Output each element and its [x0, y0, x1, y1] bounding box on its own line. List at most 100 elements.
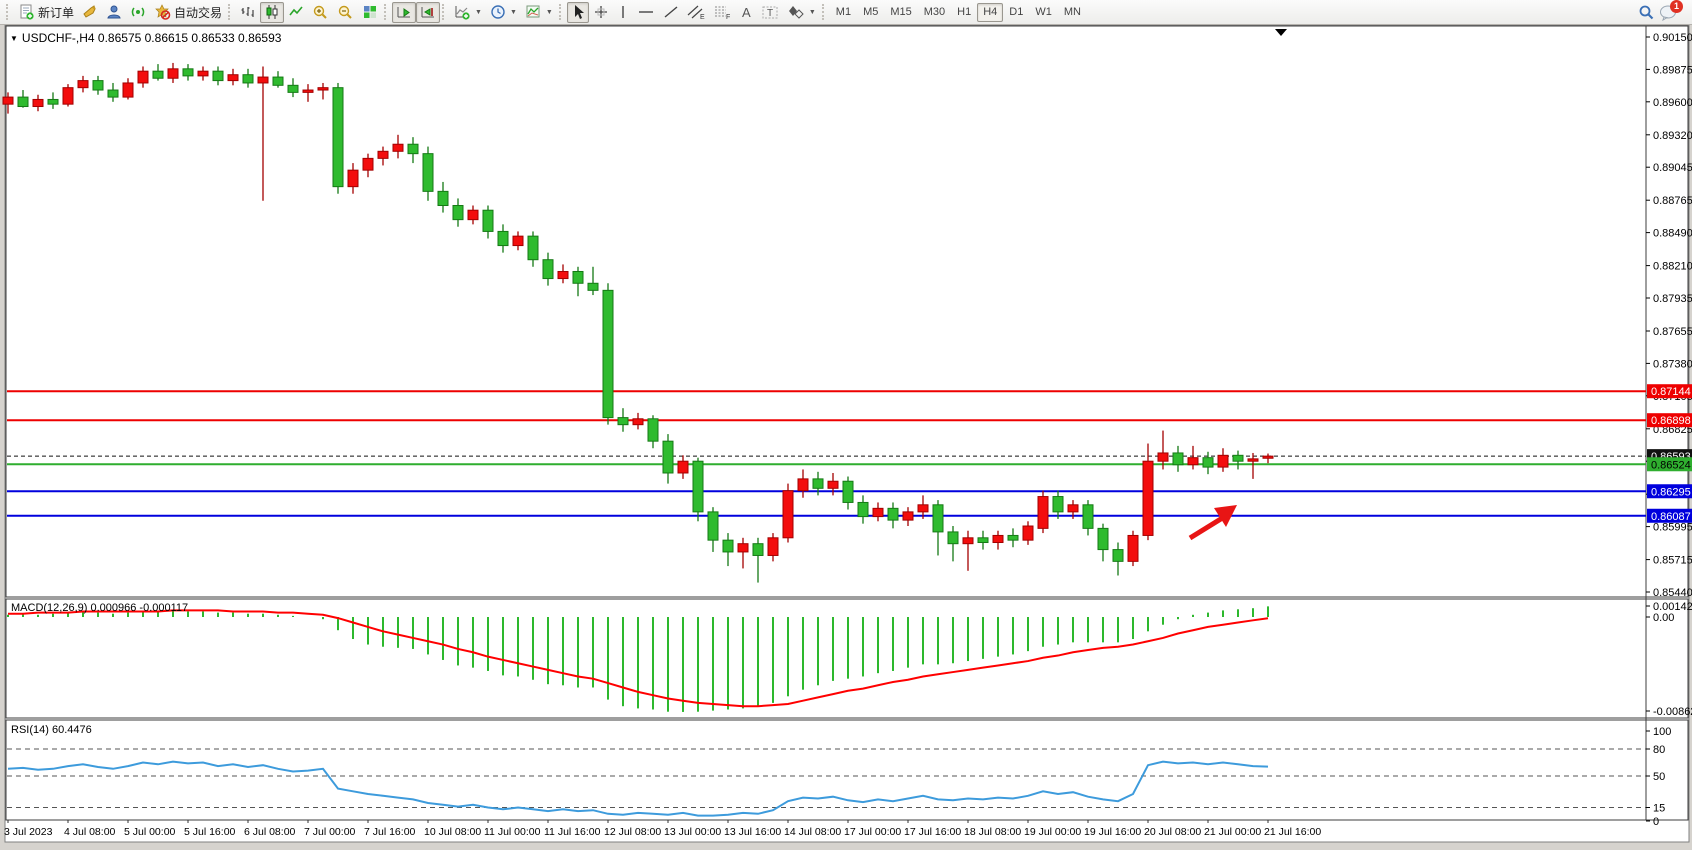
tf-m30-button[interactable]: M30: [923, 6, 946, 18]
line-chart-button[interactable]: [284, 2, 308, 23]
svg-text:7 Jul 00:00: 7 Jul 00:00: [304, 826, 356, 838]
text-label-button[interactable]: T: [757, 2, 783, 23]
notification-badge: 1: [1670, 0, 1683, 13]
macd-indicator-label: MACD(12,26,9) 0.000966 -0.000117: [11, 602, 189, 614]
svg-text:19 Jul 00:00: 19 Jul 00:00: [1024, 826, 1081, 838]
svg-text:0.88210: 0.88210: [1653, 261, 1692, 273]
signals-button[interactable]: [126, 2, 150, 23]
tf-m1-button[interactable]: M1: [835, 6, 852, 18]
svg-text:0.87380: 0.87380: [1653, 358, 1692, 370]
rsi-line: [7, 760, 1269, 817]
scroll-group: [392, 0, 441, 25]
data-window-button[interactable]: [102, 2, 126, 23]
market-watch-button[interactable]: [78, 2, 102, 23]
search-button[interactable]: [1634, 2, 1659, 23]
trendline-icon: [664, 6, 678, 18]
svg-text:-0.008626: -0.008626: [1653, 706, 1692, 718]
svg-text:0.87655: 0.87655: [1653, 326, 1692, 338]
horizontal-line-button[interactable]: [633, 2, 659, 23]
zoom-out-icon: [338, 5, 352, 19]
auto-trading-icon: [155, 4, 171, 20]
svg-text:0.001423: 0.001423: [1653, 601, 1692, 613]
cursor-arrow-icon: [574, 5, 584, 19]
svg-text:3 Jul 2023: 3 Jul 2023: [4, 826, 53, 838]
periods-button[interactable]: ▼: [486, 2, 521, 23]
chart-shift-icon: [421, 7, 435, 18]
trendline-button[interactable]: [659, 2, 683, 23]
equidistant-channel-button[interactable]: E: [683, 2, 709, 23]
svg-text:18 Jul 08:00: 18 Jul 08:00: [964, 826, 1021, 838]
candles: [2, 62, 1274, 583]
svg-text:0.88490: 0.88490: [1653, 228, 1692, 240]
toolbar-handle[interactable]: [442, 4, 446, 20]
svg-text:0.89875: 0.89875: [1653, 64, 1692, 76]
chart-shift-marker[interactable]: [1275, 29, 1287, 36]
chat-button[interactable]: 1: [1659, 0, 1683, 21]
svg-text:0.90150: 0.90150: [1653, 32, 1692, 44]
zoom-out-button[interactable]: [333, 2, 358, 23]
price-label-0.86295: 0.86295: [1647, 484, 1692, 499]
bar-chart-button[interactable]: [236, 2, 260, 23]
templates-button[interactable]: ▼: [521, 2, 557, 23]
toolbar-handle[interactable]: [384, 4, 388, 20]
svg-text:0.89045: 0.89045: [1653, 162, 1692, 174]
rsi-indicator-label: RSI(14) 60.4476: [11, 724, 92, 736]
toolbar-handle[interactable]: [228, 4, 232, 20]
toolbar-handle[interactable]: [6, 4, 10, 20]
auto-trading-button[interactable]: 自动交易: [150, 2, 226, 23]
svg-text:0.87144: 0.87144: [1651, 386, 1691, 398]
tf-mn-button[interactable]: MN: [1063, 6, 1081, 18]
candlestick-chart-button[interactable]: [260, 1, 285, 23]
template-icon: [526, 5, 540, 18]
svg-text:E: E: [700, 14, 705, 20]
channel-icon: E: [687, 5, 705, 20]
time-axis[interactable]: 3 Jul 2023 4 Jul 08:00 5 Jul 00:00 5 Jul 16…: [4, 820, 1321, 838]
price-label-0.87144: 0.87144: [1647, 384, 1692, 399]
indicators-button[interactable]: ▼: [450, 2, 486, 23]
arrows-button[interactable]: ▼: [783, 2, 820, 23]
vertical-line-button[interactable]: [613, 2, 633, 23]
svg-text:21 Jul 16:00: 21 Jul 16:00: [1264, 826, 1321, 838]
zoom-in-button[interactable]: [308, 2, 333, 23]
text-button[interactable]: A: [735, 2, 757, 23]
trend-arrow-annotation[interactable]: [1188, 505, 1237, 541]
svg-text:13 Jul 16:00: 13 Jul 16:00: [724, 826, 781, 838]
text-icon: A: [742, 5, 751, 20]
svg-text:15: 15: [1653, 803, 1665, 815]
chart-shift-button[interactable]: [416, 1, 441, 23]
price-label-0.86898: 0.86898: [1647, 413, 1692, 428]
fibonacci-button[interactable]: F: [709, 2, 735, 23]
tf-h4-button[interactable]: H4: [977, 2, 1004, 22]
svg-text:20 Jul 08:00: 20 Jul 08:00: [1144, 826, 1201, 838]
search-icon: [1639, 5, 1654, 19]
svg-text:14 Jul 08:00: 14 Jul 08:00: [784, 826, 841, 838]
toolbar-handle[interactable]: [821, 4, 826, 20]
auto-scroll-button[interactable]: [392, 1, 417, 23]
tf-d1-button[interactable]: D1: [1009, 6, 1024, 18]
tf-h1-button[interactable]: H1: [957, 6, 972, 18]
tf-w1-button[interactable]: W1: [1035, 6, 1052, 18]
svg-text:0.86524: 0.86524: [1651, 459, 1691, 471]
toolbar-handle[interactable]: [558, 4, 563, 20]
profile-icon: [107, 5, 121, 19]
chevron-down-icon: ▼: [475, 8, 482, 16]
signal-icon: [131, 7, 145, 17]
tf-m5-button[interactable]: M5: [863, 6, 879, 18]
svg-text:7 Jul 16:00: 7 Jul 16:00: [364, 826, 416, 838]
crosshair-button[interactable]: [589, 2, 613, 23]
tile-windows-button[interactable]: [358, 2, 382, 23]
tile-windows-icon: [364, 6, 377, 18]
svg-text:0.86087: 0.86087: [1651, 511, 1691, 523]
tf-m15-button[interactable]: M15: [890, 6, 912, 18]
price-label-0.86087: 0.86087: [1647, 508, 1692, 523]
drawing-group: E F A T ▼: [613, 0, 820, 25]
svg-text:19 Jul 16:00: 19 Jul 16:00: [1084, 826, 1141, 838]
chevron-down-icon: ▼: [808, 8, 816, 16]
cursor-button[interactable]: [566, 1, 589, 23]
svg-text:17 Jul 00:00: 17 Jul 00:00: [844, 826, 901, 838]
new-order-button[interactable]: 新订单: [14, 2, 78, 23]
toolbar: 新订单 自动交易: [0, 0, 1692, 25]
price-label-0.86524: 0.86524: [1647, 457, 1692, 472]
